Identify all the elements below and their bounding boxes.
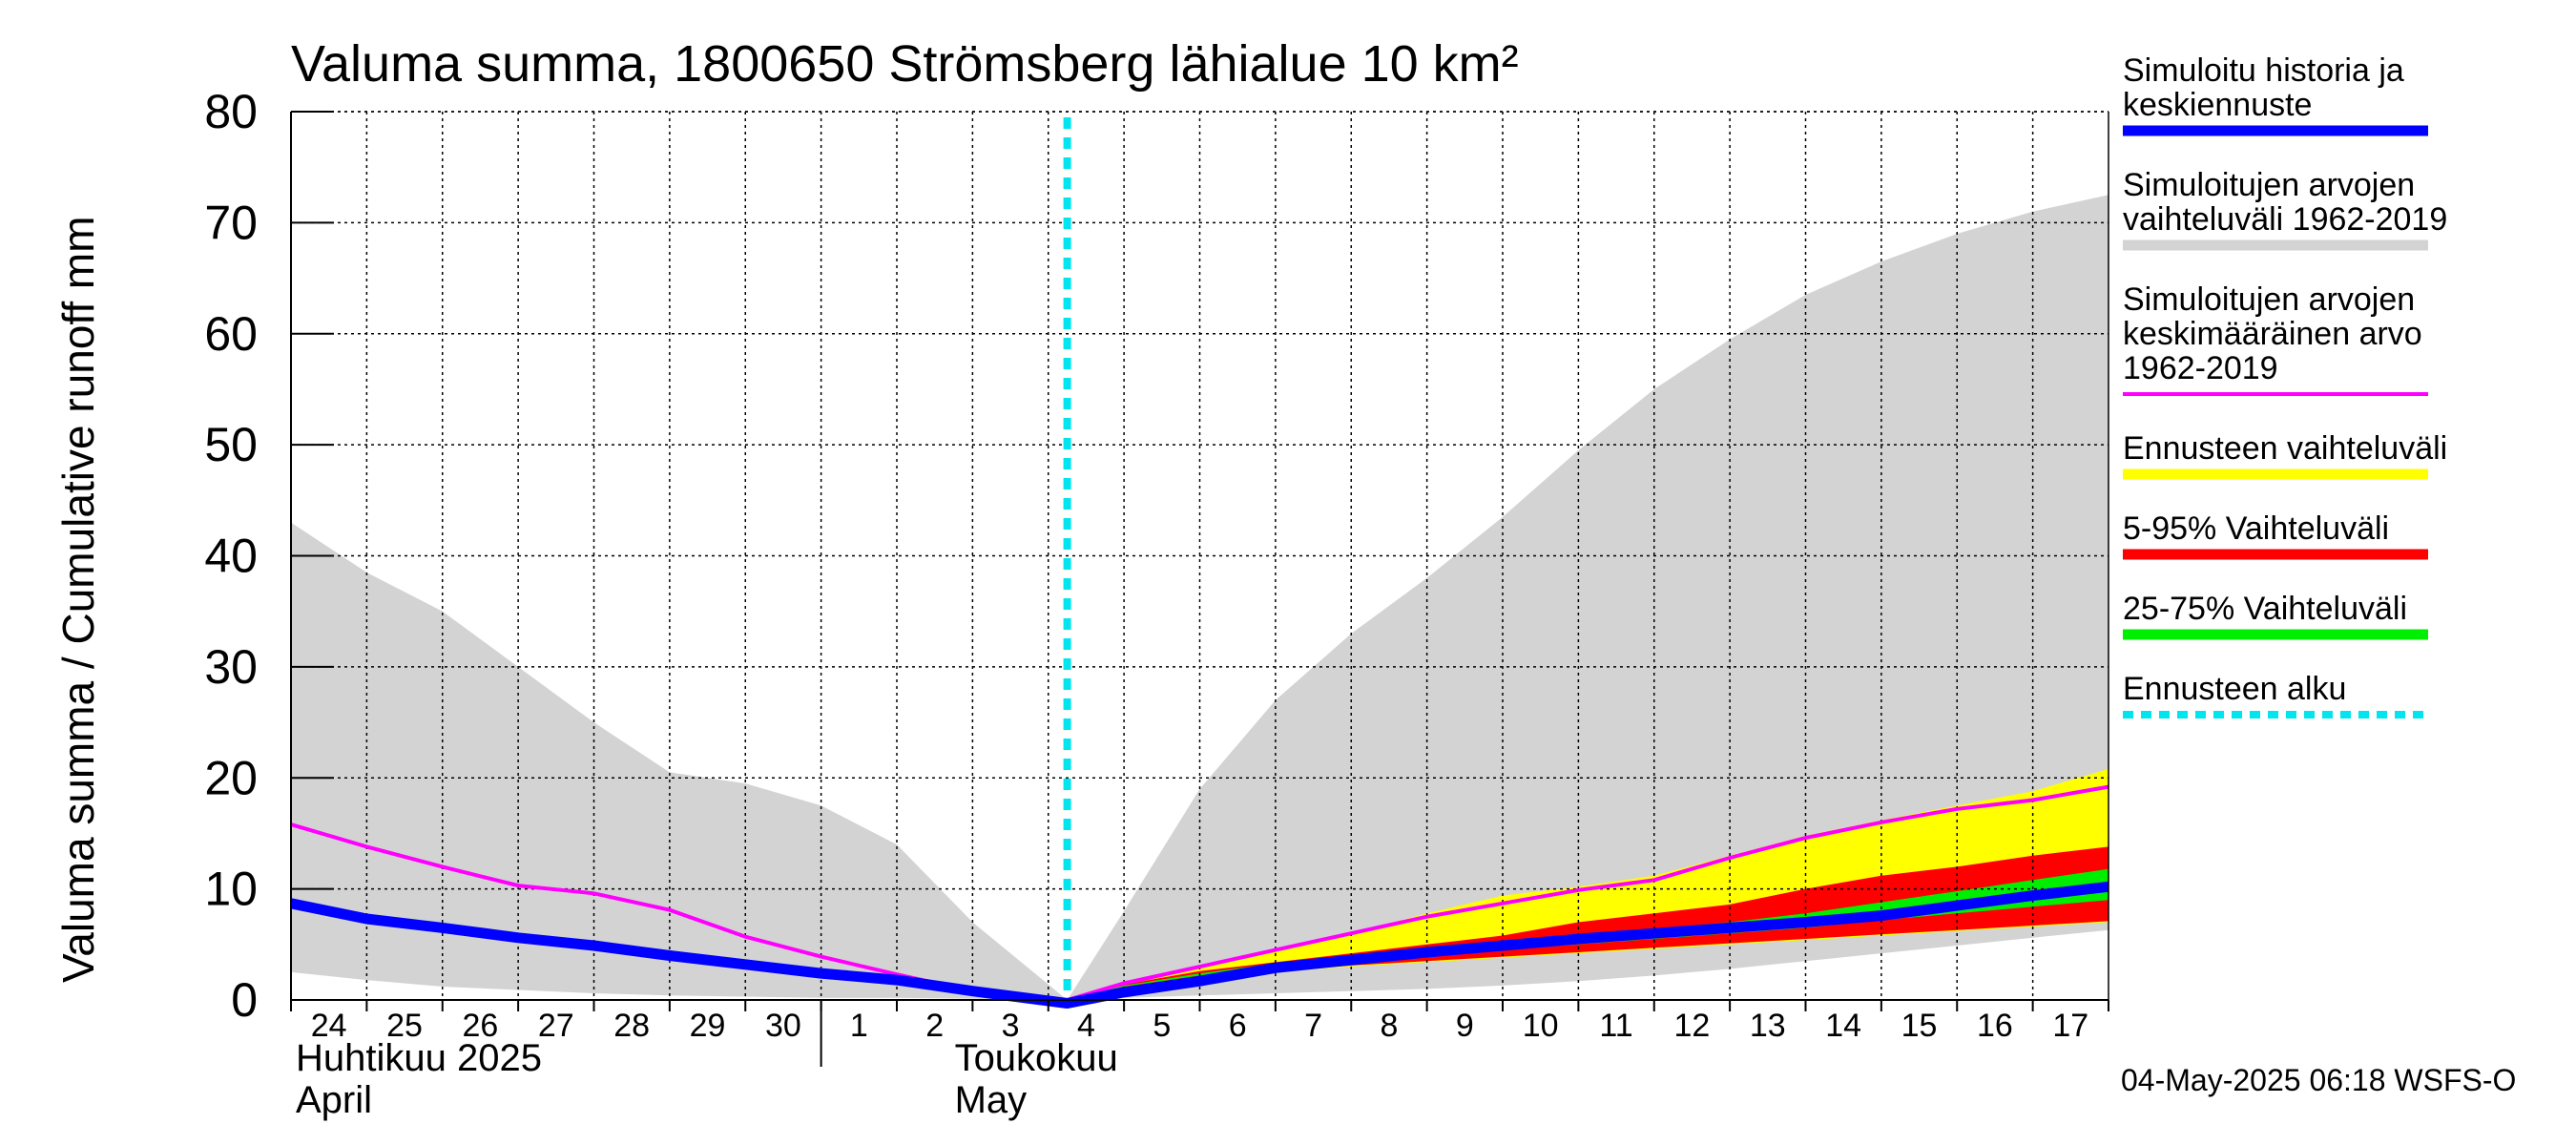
timestamp-footer: 04-May-2025 06:18 WSFS-O — [2121, 1063, 2516, 1097]
legend-label: Simuloitujen arvojen — [2123, 281, 2415, 318]
y-tick-label: 40 — [204, 530, 258, 583]
y-tick-label: 60 — [204, 307, 258, 361]
x-tick-label: 3 — [1002, 1008, 1020, 1044]
x-tick-label: 15 — [1901, 1008, 1938, 1044]
x-tick-label: 7 — [1304, 1008, 1322, 1044]
line-mean — [290, 784, 2109, 1003]
legend-label: Ennusteen alku — [2123, 671, 2346, 707]
x-tick-label: 16 — [1977, 1008, 2013, 1044]
x-tick-label: 27 — [538, 1008, 574, 1044]
x-tick-label: 30 — [765, 1008, 801, 1044]
month-label-en: April — [296, 1079, 372, 1121]
band-forecast-range — [1067, 768, 2109, 1000]
y-tick-label: 20 — [204, 751, 258, 804]
x-tick-label: 5 — [1153, 1008, 1171, 1044]
legend-label: keskiennuste — [2123, 87, 2312, 123]
month-label-fi: Toukokuu — [955, 1037, 1118, 1079]
x-tick-label: 2 — [925, 1008, 944, 1044]
legend-label: vaihteluväli 1962-2019 — [2123, 201, 2447, 238]
y-tick-label: 10 — [204, 863, 258, 916]
x-tick-label: 4 — [1077, 1008, 1095, 1044]
x-tick-label: 13 — [1750, 1008, 1786, 1044]
legend-label: 1962-2019 — [2123, 350, 2278, 386]
x-tick-label: 12 — [1674, 1008, 1711, 1044]
legend-label: 5-95% Vaihteluväli — [2123, 510, 2389, 547]
legend-label: keskimääräinen arvo — [2123, 316, 2422, 352]
x-tick-label: 24 — [311, 1008, 347, 1044]
legend-label: Simuloitujen arvojen — [2123, 167, 2415, 203]
band-hist-range — [291, 195, 2109, 1001]
month-label-en: May — [955, 1079, 1028, 1121]
y-tick-label: 80 — [204, 85, 258, 138]
x-tick-label: 28 — [613, 1008, 650, 1044]
x-tick-label: 11 — [1599, 1008, 1632, 1044]
legend-label: Ennusteen vaihteluväli — [2123, 430, 2447, 467]
y-tick-label: 30 — [204, 640, 258, 694]
y-axis-label: Valuma summa / Cumulative runoff mm — [53, 216, 103, 983]
x-tick-label: 8 — [1380, 1008, 1398, 1044]
x-tick-label: 17 — [2052, 1008, 2088, 1044]
x-tick-label: 9 — [1456, 1008, 1474, 1044]
month-label-fi: Huhtikuu 2025 — [296, 1037, 542, 1079]
line-history-forecast — [289, 881, 2109, 1009]
y-tick-label: 70 — [204, 196, 258, 249]
x-tick-label: 14 — [1825, 1008, 1861, 1044]
y-tick-label: 0 — [231, 973, 258, 1027]
x-tick-label: 25 — [386, 1008, 423, 1044]
x-tick-label: 29 — [690, 1008, 726, 1044]
chart-title: Valuma summa, 1800650 Strömsberg lähialu… — [291, 35, 1519, 93]
y-tick-label: 50 — [204, 418, 258, 471]
x-tick-label: 6 — [1229, 1008, 1247, 1044]
legend-label: 25-75% Vaihteluväli — [2123, 591, 2407, 627]
x-tick-label: 26 — [463, 1008, 499, 1044]
x-tick-label: 10 — [1523, 1008, 1559, 1044]
legend-label: Simuloitu historia ja — [2123, 52, 2404, 89]
x-tick-label: 1 — [850, 1008, 868, 1044]
